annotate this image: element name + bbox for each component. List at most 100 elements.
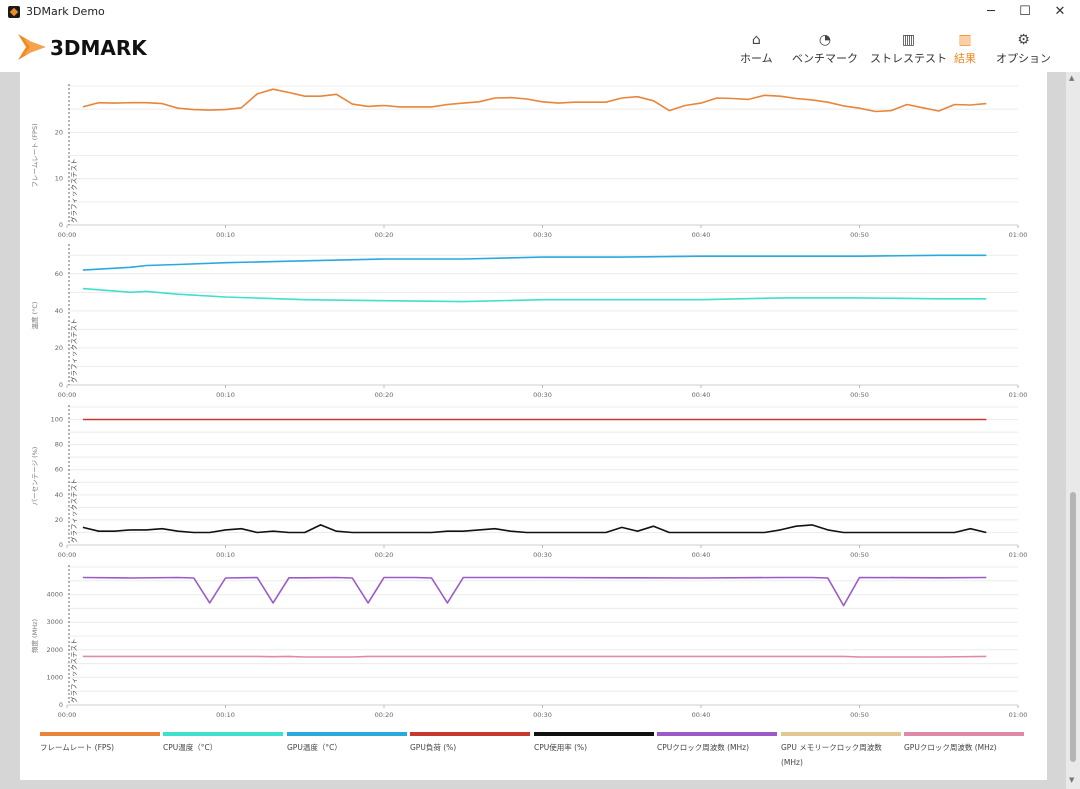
y-tick-label: 40 (55, 307, 63, 315)
y-axis-label: 頻度 (MHz) (30, 619, 39, 653)
x-tick-label: 00:30 (533, 391, 552, 399)
nav-item-0[interactable]: ⌂ ホーム (740, 30, 773, 66)
x-tick-label: 00:40 (692, 551, 711, 559)
x-tick-label: 00:30 (533, 711, 552, 719)
legend-swatch (163, 732, 283, 736)
legend-item[interactable]: CPUクロック周波数 (MHz) (657, 732, 777, 755)
test-marker-label: グラフィックステスト (69, 638, 78, 703)
y-tick-label: 20 (55, 516, 63, 524)
y-axis-label: フレームレート (FPS) (31, 123, 39, 187)
gear-icon: ⚙ (1017, 32, 1030, 48)
y-tick-label: 20 (55, 344, 63, 352)
y-tick-label: 0 (59, 541, 63, 549)
minimize-button[interactable]: ─ (987, 4, 995, 19)
legend-swatch (534, 732, 654, 736)
series-line (82, 287, 987, 303)
x-tick-label: 01:00 (1009, 231, 1028, 239)
nav-item-4[interactable]: ⚙ オプション (996, 30, 1051, 66)
logo-text: 3DMARK (50, 36, 148, 60)
legend-swatch (40, 732, 160, 736)
y-tick-label: 1000 (46, 673, 63, 681)
x-tick-label: 00:20 (375, 391, 394, 399)
y-axis-label: 温度 (°C) (30, 302, 39, 330)
app-header: 3DMARK ⌂ ホーム ◔ ベンチマーク ▥ ストレステスト ▥ 結果 ⚙ オプション (0, 24, 1080, 72)
x-tick-label: 00:20 (375, 231, 394, 239)
legend-swatch (410, 732, 530, 736)
nav-label: ストレステスト (870, 52, 947, 65)
legend-swatch (781, 732, 901, 736)
maximize-button[interactable]: ☐ (1019, 4, 1031, 19)
legend-swatch (904, 732, 1024, 736)
nav-label: ホーム (740, 52, 773, 65)
legend-item[interactable]: CPU使用率 (%) (534, 732, 654, 755)
y-tick-label: 0 (59, 221, 63, 229)
nav-label: 結果 (954, 52, 976, 65)
nav-item-3[interactable]: ▥ 結果 (954, 30, 976, 66)
y-tick-label: 60 (55, 270, 63, 278)
results-chart-icon: ▥ (958, 32, 972, 48)
scrollbar-thumb[interactable] (1070, 492, 1076, 762)
nav-item-1[interactable]: ◔ ベンチマーク (792, 30, 858, 66)
y-tick-label: 40 (55, 491, 63, 499)
nav-item-2[interactable]: ▥ ストレステスト (870, 30, 947, 66)
legend-label: GPUクロック周波数 (MHz) (904, 743, 997, 752)
x-tick-label: 00:40 (692, 391, 711, 399)
monitoring-charts: 00:00 00:10 00:20 00:30 00:40 00:50 01:00 0 10 20… (30, 84, 1028, 719)
y-tick-label: 10 (55, 175, 63, 183)
legend-swatch (657, 732, 777, 736)
window-title: 3DMark Demo (26, 5, 105, 18)
x-tick-label: 00:50 (850, 391, 869, 399)
y-tick-label: 20 (55, 128, 63, 136)
legend-item[interactable]: GPUクロック周波数 (MHz) (904, 732, 1024, 755)
x-tick-label: 00:10 (216, 711, 235, 719)
y-tick-label: 2000 (46, 646, 63, 654)
legend-item[interactable]: GPU温度（°C） (287, 732, 407, 755)
series-line (82, 254, 987, 271)
x-tick-label: 00:00 (58, 711, 77, 719)
x-tick-label: 00:50 (850, 231, 869, 239)
scroll-down-icon[interactable]: ▼ (1069, 776, 1075, 784)
legend-label: GPU メモリークロック周波数 (MHz) (781, 743, 882, 767)
x-tick-label: 01:00 (1009, 551, 1028, 559)
series-line (82, 576, 987, 607)
legend-label: フレームレート (FPS) (40, 743, 115, 752)
x-tick-label: 00:40 (692, 231, 711, 239)
y-tick-label: 80 (55, 441, 63, 449)
x-tick-label: 01:00 (1009, 711, 1028, 719)
vertical-scrollbar[interactable]: ▲ ▼ (1066, 72, 1080, 789)
legend-label: GPU温度（°C） (287, 743, 342, 752)
x-tick-label: 00:30 (533, 551, 552, 559)
app-logo-icon (8, 6, 20, 18)
scroll-up-icon[interactable]: ▲ (1069, 74, 1075, 82)
legend-item[interactable]: フレームレート (FPS) (40, 732, 160, 755)
test-marker-label: グラフィックステスト (69, 478, 78, 543)
legend-item[interactable]: CPU温度（°C） (163, 732, 283, 755)
x-tick-label: 00:10 (216, 391, 235, 399)
series-line (82, 524, 987, 534)
x-tick-label: 00:40 (692, 711, 711, 719)
y-tick-label: 0 (59, 381, 63, 389)
x-tick-label: 00:20 (375, 711, 394, 719)
x-tick-label: 00:00 (58, 391, 77, 399)
x-tick-label: 00:50 (850, 711, 869, 719)
title-bar: 3DMark Demo ─ ☐ ✕ (0, 0, 1080, 25)
x-tick-label: 00:00 (58, 231, 77, 239)
y-tick-label: 4000 (46, 591, 63, 599)
test-marker-label: グラフィックステスト (69, 318, 78, 383)
legend-label: CPU使用率 (%) (534, 743, 588, 752)
3dmark-logo[interactable]: 3DMARK (16, 30, 176, 64)
x-tick-label: 00:10 (216, 551, 235, 559)
y-axis-label: パーセンテージ (%) (31, 447, 39, 506)
x-tick-label: 00:00 (58, 551, 77, 559)
x-tick-label: 00:10 (216, 231, 235, 239)
x-tick-label: 00:20 (375, 551, 394, 559)
legend-item[interactable]: GPU負荷 (%) (410, 732, 530, 755)
legend-item[interactable]: GPU メモリークロック周波数 (MHz) (781, 732, 901, 770)
stress-chart-icon: ▥ (901, 32, 916, 48)
x-tick-label: 01:00 (1009, 391, 1028, 399)
close-button[interactable]: ✕ (1054, 4, 1066, 19)
gauge-icon: ◔ (818, 32, 832, 48)
series-line (82, 88, 987, 113)
nav-label: オプション (996, 52, 1051, 65)
x-tick-label: 00:30 (533, 231, 552, 239)
